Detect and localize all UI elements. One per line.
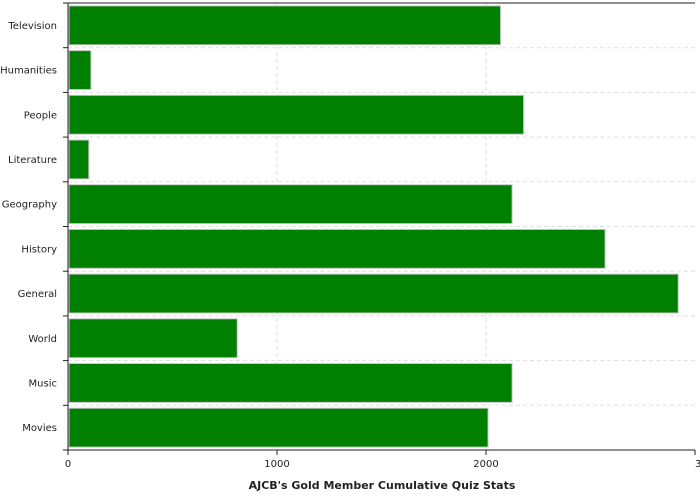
bars bbox=[68, 5, 679, 448]
x-tick-label: 2000 bbox=[473, 459, 498, 470]
x-axis-title: AJCB's Gold Member Cumulative Quiz Stats bbox=[249, 479, 516, 492]
category-label-people: People bbox=[24, 110, 57, 121]
category-label-general: General bbox=[18, 289, 57, 300]
category-label-world: World bbox=[28, 334, 57, 345]
bar-humanities bbox=[68, 50, 92, 90]
bar-history bbox=[68, 228, 606, 269]
bar-movies bbox=[68, 407, 489, 448]
bar-general bbox=[68, 273, 679, 314]
bar-literature bbox=[68, 139, 90, 180]
category-label-music: Music bbox=[29, 378, 57, 389]
axes bbox=[63, 2, 696, 455]
category-label-literature: Literature bbox=[8, 155, 57, 166]
x-tick-label: 3000 bbox=[695, 459, 700, 470]
category-label-geography: Geography bbox=[2, 200, 57, 211]
category-label-humanities: Humanities bbox=[0, 66, 57, 77]
bar-world bbox=[68, 318, 238, 359]
x-tick-label: 0 bbox=[65, 459, 71, 470]
category-label-movies: Movies bbox=[22, 423, 57, 434]
x-tick-label: 1000 bbox=[264, 459, 289, 470]
category-label-television: Television bbox=[7, 21, 57, 32]
bar-people bbox=[68, 94, 525, 135]
bar-television bbox=[68, 5, 502, 46]
category-label-history: History bbox=[21, 244, 57, 255]
bar-geography bbox=[68, 184, 513, 225]
labels: Television Humanities People Literature Geog… bbox=[0, 21, 700, 470]
bar-music bbox=[68, 363, 513, 403]
